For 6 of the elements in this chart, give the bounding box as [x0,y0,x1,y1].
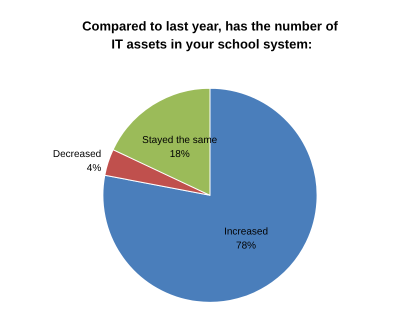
data-label: 78% [236,240,256,252]
data-label: 18% [170,149,190,160]
slice-label: Increased [224,226,268,238]
data-label: 4% [86,163,102,174]
slice-label: Decreased [52,149,102,160]
chart-title: Compared to last year, has the number of IT assets in your school system: [82,18,339,52]
